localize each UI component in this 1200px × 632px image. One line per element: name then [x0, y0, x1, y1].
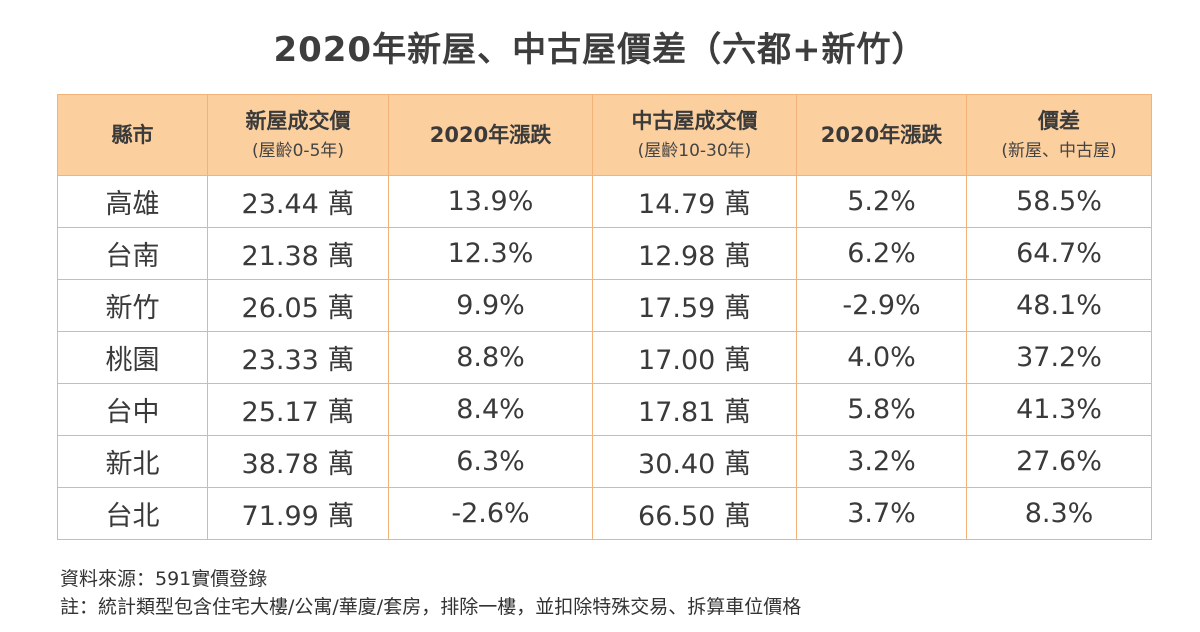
cell-new-change: 12.3%: [388, 227, 593, 280]
cell-new-price: 38.78 萬: [207, 435, 389, 488]
cell-new-price: 21.38 萬: [207, 227, 389, 280]
cell-new-change: -2.6%: [388, 487, 593, 540]
table-header-row: 縣市 新屋成交價 (屋齡0-5年) 2020年漲跌 中古屋成交價 (屋齡10-3…: [57, 94, 1152, 176]
page-title: 2020年新屋、中古屋價差（六都+新竹）: [273, 30, 927, 70]
header-label: 2020年漲跌: [429, 123, 552, 147]
cell-used-price: 14.79 萬: [592, 175, 797, 228]
cell-new-change: 8.8%: [388, 331, 593, 384]
cell-new-price: 23.44 萬: [207, 175, 389, 228]
cell-gap: 58.5%: [966, 175, 1152, 228]
cell-used-change: 5.2%: [796, 175, 967, 228]
header-label: 2020年漲跌: [820, 123, 943, 147]
header-label: 新屋成交價: [245, 109, 351, 133]
cell-used-change: 5.8%: [796, 383, 967, 436]
cell-new-change: 13.9%: [388, 175, 593, 228]
cell-city: 台北: [57, 487, 208, 540]
cell-used-price: 17.59 萬: [592, 279, 797, 332]
header-new-change: 2020年漲跌: [388, 94, 593, 176]
cell-used-change: 6.2%: [796, 227, 967, 280]
header-new-price: 新屋成交價 (屋齡0-5年): [207, 94, 389, 176]
cell-gap: 48.1%: [966, 279, 1152, 332]
table-row: 新竹 26.05 萬 9.9% 17.59 萬 -2.9% 48.1%: [57, 279, 1152, 332]
cell-used-change: 4.0%: [796, 331, 967, 384]
table-row: 台中 25.17 萬 8.4% 17.81 萬 5.8% 41.3%: [57, 383, 1152, 436]
footnote: 註：統計類型包含住宅大樓/公寓/華廈/套房，排除一樓，並扣除特殊交易、拆算車位價…: [60, 596, 802, 618]
header-used-price: 中古屋成交價 (屋齡10-30年): [592, 94, 797, 176]
cell-used-price: 12.98 萬: [592, 227, 797, 280]
table-row: 新北 38.78 萬 6.3% 30.40 萬 3.2% 27.6%: [57, 435, 1152, 488]
cell-used-change: 3.7%: [796, 487, 967, 540]
price-gap-table: 縣市 新屋成交價 (屋齡0-5年) 2020年漲跌 中古屋成交價 (屋齡10-3…: [57, 94, 1152, 540]
header-label: 中古屋成交價: [631, 109, 758, 133]
cell-used-price: 17.81 萬: [592, 383, 797, 436]
table-row: 台南 21.38 萬 12.3% 12.98 萬 6.2% 64.7%: [57, 227, 1152, 280]
cell-new-price: 25.17 萬: [207, 383, 389, 436]
header-sublabel: (新屋、中古屋): [1001, 141, 1117, 161]
cell-used-price: 17.00 萬: [592, 331, 797, 384]
cell-city: 桃園: [57, 331, 208, 384]
table-row: 高雄 23.44 萬 13.9% 14.79 萬 5.2% 58.5%: [57, 175, 1152, 228]
cell-new-price: 26.05 萬: [207, 279, 389, 332]
table-row: 台北 71.99 萬 -2.6% 66.50 萬 3.7% 8.3%: [57, 487, 1152, 540]
cell-gap: 27.6%: [966, 435, 1152, 488]
source-note: 資料來源：591實價登錄: [60, 568, 268, 590]
header-gap: 價差 (新屋、中古屋): [966, 94, 1152, 176]
cell-used-change: -2.9%: [796, 279, 967, 332]
cell-gap: 64.7%: [966, 227, 1152, 280]
cell-city: 台南: [57, 227, 208, 280]
cell-new-price: 23.33 萬: [207, 331, 389, 384]
cell-gap: 37.2%: [966, 331, 1152, 384]
cell-city: 新北: [57, 435, 208, 488]
cell-used-price: 66.50 萬: [592, 487, 797, 540]
cell-gap: 8.3%: [966, 487, 1152, 540]
cell-gap: 41.3%: [966, 383, 1152, 436]
cell-city: 新竹: [57, 279, 208, 332]
header-label: 價差: [1038, 109, 1080, 133]
cell-city: 高雄: [57, 175, 208, 228]
cell-new-change: 6.3%: [388, 435, 593, 488]
cell-new-price: 71.99 萬: [207, 487, 389, 540]
cell-city: 台中: [57, 383, 208, 436]
header-used-change: 2020年漲跌: [796, 94, 967, 176]
header-sublabel: (屋齡0-5年): [251, 141, 345, 161]
header-label: 縣市: [111, 123, 154, 147]
header-city: 縣市: [57, 94, 208, 176]
cell-new-change: 9.9%: [388, 279, 593, 332]
cell-used-price: 30.40 萬: [592, 435, 797, 488]
header-sublabel: (屋齡10-30年): [637, 141, 752, 161]
cell-used-change: 3.2%: [796, 435, 967, 488]
cell-new-change: 8.4%: [388, 383, 593, 436]
table-row: 桃園 23.33 萬 8.8% 17.00 萬 4.0% 37.2%: [57, 331, 1152, 384]
